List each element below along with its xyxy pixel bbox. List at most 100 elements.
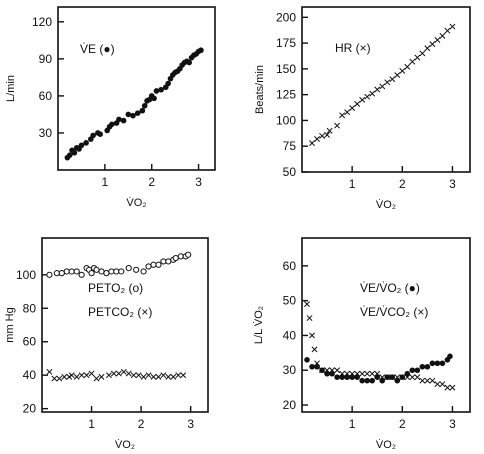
y-tick-label: 40 bbox=[23, 368, 37, 382]
data-point bbox=[311, 346, 318, 353]
data-point bbox=[349, 105, 356, 112]
data-point bbox=[369, 377, 376, 384]
chart-ratios: 1 2 3 20 30 40 50 60 V̇O₂ L/L V̇O₂ V̇E/V̇O₂ (●) V̇E… bbox=[252, 237, 471, 451]
data-point bbox=[120, 117, 127, 124]
data-point bbox=[319, 367, 326, 374]
data-point bbox=[180, 372, 187, 379]
data-point bbox=[68, 268, 75, 275]
data-point bbox=[374, 370, 381, 377]
data-point bbox=[449, 23, 456, 30]
data-point bbox=[153, 88, 160, 94]
data-point bbox=[409, 374, 416, 381]
y-axis-label: mm Hg bbox=[4, 307, 16, 342]
data-point bbox=[78, 142, 85, 149]
data-point bbox=[369, 90, 376, 97]
data-point bbox=[444, 27, 451, 34]
data-point bbox=[165, 80, 171, 87]
x-tick-label: 2 bbox=[148, 175, 155, 189]
x-tick-label: 3 bbox=[195, 175, 202, 189]
data-point bbox=[379, 83, 386, 90]
data-point bbox=[384, 374, 391, 381]
data-point bbox=[46, 368, 53, 375]
data-point bbox=[78, 271, 85, 278]
x-tick-label: 1 bbox=[88, 417, 95, 431]
data-point bbox=[120, 368, 127, 375]
data-point bbox=[151, 95, 157, 102]
data-point bbox=[449, 384, 456, 391]
chart-pet: 1 2 3 20 40 60 80 100 V̇O₂ mm Hg PETO₂ (o) PETCO₂ (… bbox=[4, 237, 209, 451]
y-tick-label: 20 bbox=[23, 402, 37, 416]
data-point bbox=[434, 381, 441, 388]
data-point bbox=[177, 253, 184, 260]
data-point bbox=[409, 58, 416, 65]
y-axis-label: L/L V̇O₂ bbox=[252, 306, 265, 344]
data-point bbox=[434, 360, 441, 367]
data-point bbox=[73, 373, 80, 380]
chart-ve: 1 2 3 30 60 90 120 V̇O₂ L/min V̇E (●) bbox=[5, 6, 216, 209]
data-point bbox=[66, 152, 73, 158]
data-point bbox=[419, 377, 426, 384]
data-point bbox=[116, 116, 122, 123]
data-point bbox=[63, 268, 70, 275]
data-point bbox=[186, 59, 193, 66]
data-point bbox=[439, 381, 446, 388]
data-point bbox=[394, 374, 401, 381]
series-pet-0 bbox=[46, 251, 192, 278]
data-point bbox=[140, 373, 147, 380]
data-point bbox=[326, 127, 333, 134]
data-point bbox=[98, 268, 105, 275]
data-point bbox=[51, 375, 58, 382]
data-point bbox=[374, 86, 381, 93]
y-tick-label: 30 bbox=[283, 363, 297, 377]
data-point bbox=[198, 47, 204, 54]
y-tick-label: 60 bbox=[39, 89, 53, 103]
y-tick-label: 80 bbox=[23, 301, 37, 315]
y-axis-label: Beats/min bbox=[254, 65, 266, 114]
data-point bbox=[93, 375, 100, 382]
data-point bbox=[424, 45, 431, 52]
series-annotation: PETCO₂ (×) bbox=[88, 305, 152, 319]
data-point bbox=[133, 266, 140, 273]
series-hr-0 bbox=[309, 23, 456, 147]
x-tick-label: 2 bbox=[138, 417, 145, 431]
data-point bbox=[364, 377, 370, 384]
data-point bbox=[364, 93, 371, 100]
data-point bbox=[83, 372, 90, 379]
data-point bbox=[324, 131, 331, 138]
data-point bbox=[145, 372, 152, 379]
x-tick-label: 2 bbox=[399, 417, 406, 431]
data-point bbox=[83, 140, 89, 146]
data-point bbox=[73, 268, 80, 275]
data-point bbox=[429, 360, 436, 367]
data-point bbox=[134, 110, 141, 116]
data-point bbox=[304, 301, 310, 308]
data-point bbox=[424, 363, 431, 370]
data-point bbox=[93, 266, 100, 273]
data-point bbox=[414, 54, 421, 61]
data-point bbox=[384, 79, 391, 86]
data-point bbox=[364, 370, 371, 377]
series-annotation: V̇E/V̇O₂ (●) bbox=[360, 281, 420, 295]
series-annotation: PETO₂ (o) bbox=[88, 281, 143, 295]
data-point bbox=[409, 367, 416, 374]
y-tick-label: 50 bbox=[283, 294, 297, 308]
series-annotation: V̇E (●) bbox=[80, 42, 115, 56]
data-point bbox=[185, 251, 192, 258]
plot-frame bbox=[301, 237, 471, 413]
data-point bbox=[359, 96, 366, 103]
series-pet-1 bbox=[46, 368, 187, 382]
x-tick-label: 3 bbox=[449, 177, 456, 191]
data-point bbox=[414, 374, 421, 381]
plot-frame bbox=[301, 6, 471, 173]
data-point bbox=[379, 374, 386, 381]
series-ve-0 bbox=[64, 47, 204, 161]
x-axis-label: V̇O₂ bbox=[376, 438, 396, 451]
data-point bbox=[339, 112, 346, 119]
x-tick-label: 2 bbox=[399, 177, 406, 191]
y-tick-label: 125 bbox=[276, 88, 296, 102]
data-point bbox=[324, 367, 331, 374]
y-tick-label: 40 bbox=[283, 328, 297, 342]
data-point bbox=[314, 136, 320, 142]
data-point bbox=[118, 268, 125, 275]
